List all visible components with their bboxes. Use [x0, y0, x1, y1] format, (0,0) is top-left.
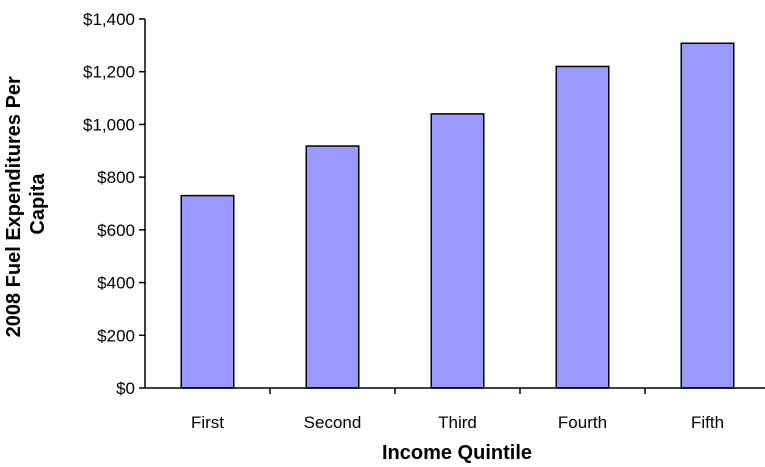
bars-group	[180, 42, 735, 389]
y-tick-label: $1,200	[83, 63, 135, 82]
y-axis-title-line-2: Capita	[27, 173, 49, 235]
bar-third	[430, 113, 485, 389]
x-axis-ticks: First Second Third Fourth Fifth	[191, 388, 724, 432]
bar-fifth	[680, 42, 735, 389]
y-axis-title: 2008 Fuel Expenditures Per Capita	[3, 71, 49, 338]
y-tick-label: $200	[97, 326, 135, 345]
bar-first	[180, 194, 235, 389]
bar-fourth	[555, 65, 610, 389]
y-tick-label: $600	[97, 221, 135, 240]
y-tick-label: $800	[97, 168, 135, 187]
y-axis-title-line-1: 2008 Fuel Expenditures Per	[3, 76, 25, 337]
x-tick-label-fourth: Fourth	[558, 413, 607, 432]
x-tick-label-third: Third	[438, 413, 477, 432]
y-axis-ticks: $0 $200 $400 $600 $800 $1,000 $1,200 $1,400	[83, 10, 145, 398]
x-tick-label-second: Second	[304, 413, 362, 432]
y-tick-label: $400	[97, 274, 135, 293]
x-tick-label-first: First	[191, 413, 224, 432]
x-tick-label-fifth: Fifth	[691, 413, 724, 432]
x-axis-title: Income Quintile	[382, 442, 532, 464]
y-tick-label: $1,400	[83, 10, 135, 29]
y-tick-label: $0	[116, 379, 135, 398]
y-tick-label: $1,000	[83, 115, 135, 134]
bar-second	[305, 145, 360, 389]
